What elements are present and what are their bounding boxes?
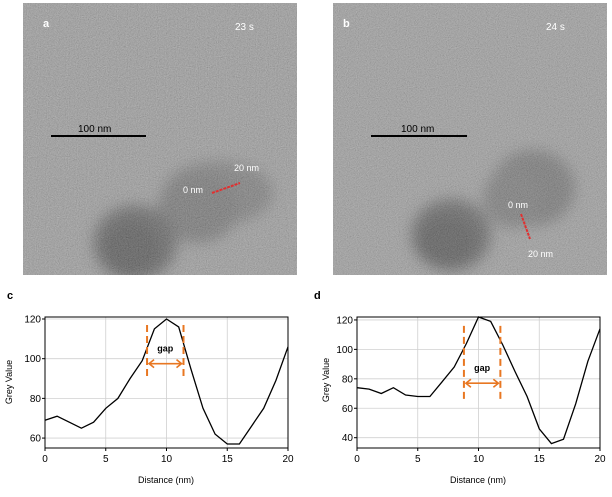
profile-start-label: 0 nm <box>183 185 203 195</box>
x-axis-label: Distance (nm) <box>450 475 506 485</box>
x-tick-label: 10 <box>473 454 485 465</box>
x-tick-label: 20 <box>282 454 294 465</box>
x-tick-label: 0 <box>42 454 48 465</box>
y-tick-label: 100 <box>24 354 41 365</box>
y-axis-label: Grey Value <box>4 360 14 404</box>
y-tick-label: 120 <box>336 315 353 326</box>
scale-label: 100 nm <box>401 124 434 135</box>
y-tick-label: 60 <box>342 404 354 415</box>
y-tick-label: 120 <box>24 314 41 325</box>
panel-letter: c <box>7 290 13 302</box>
gap-label: gap <box>474 363 491 373</box>
x-tick-label: 20 <box>594 454 606 465</box>
x-tick-label: 5 <box>103 454 109 465</box>
tem-image-b: b 24 s 100 nm 0 nm 20 nm <box>333 3 607 275</box>
gap-arrowhead-left <box>464 378 472 388</box>
gap-arrowhead-right <box>176 359 183 369</box>
y-axis-label: Grey Value <box>321 358 331 402</box>
grey-profile-chart-d: d Distance (nm) Grey Value 0 5 10 15 20 40 60 8… <box>312 290 612 492</box>
profile-line <box>520 213 531 240</box>
x-axis-label: Distance (nm) <box>138 475 194 485</box>
gap-arrowhead-right <box>492 378 500 388</box>
gap-label: gap <box>157 344 174 354</box>
panel-letter: d <box>314 290 321 302</box>
profile-end-label: 20 nm <box>528 249 553 259</box>
timestamp: 23 s <box>235 22 254 33</box>
y-tick-label: 80 <box>30 394 42 405</box>
x-tick-label: 15 <box>534 454 546 465</box>
panel-letter: a <box>43 18 50 30</box>
x-tick-label: 15 <box>222 454 234 465</box>
profile-end-label: 20 nm <box>234 163 259 173</box>
profile-start-label: 0 nm <box>508 200 528 210</box>
tem-image-a: a 23 s 100 nm 0 nm 20 nm <box>23 3 297 275</box>
x-tick-label: 0 <box>354 454 360 465</box>
y-tick-label: 80 <box>342 374 354 385</box>
x-tick-label: 5 <box>415 454 421 465</box>
gap-arrowhead-left <box>147 359 155 369</box>
timestamp: 24 s <box>546 22 565 33</box>
profile-line <box>211 182 241 194</box>
grey-profile-chart-c: c Distance (nm) Grey Value 0 5 10 15 20 60 80 1… <box>0 290 300 492</box>
panel-letter: b <box>343 18 350 30</box>
y-tick-label: 100 <box>336 345 353 356</box>
x-tick-label: 10 <box>161 454 173 465</box>
profile-curve <box>44 318 289 445</box>
profile-curve <box>356 316 601 445</box>
scale-label: 100 nm <box>78 124 111 135</box>
y-tick-label: 60 <box>30 434 42 445</box>
y-tick-label: 40 <box>342 433 354 444</box>
